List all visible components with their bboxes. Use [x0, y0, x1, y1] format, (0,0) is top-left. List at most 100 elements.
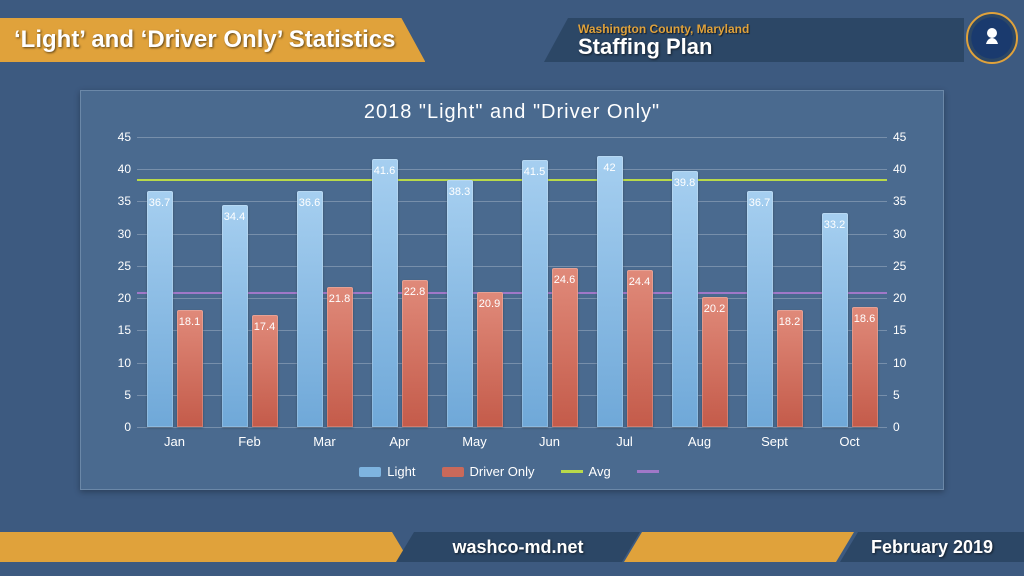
bar-light: 36.7: [747, 191, 773, 428]
x-axis-label: Jun: [512, 434, 587, 449]
y-axis-label-right: 25: [893, 259, 919, 273]
bar-light-value: 39.8: [672, 177, 698, 189]
y-axis-label-right: 40: [893, 162, 919, 176]
bar-light: 33.2: [822, 213, 848, 427]
legend-line-avg: [561, 470, 583, 473]
legend-label-driver: Driver Only: [470, 464, 535, 479]
bar-light-value: 33.2: [822, 219, 848, 231]
header-main-title: Staffing Plan: [578, 36, 944, 58]
bar-group: 38.320.9May: [437, 137, 512, 427]
legend-label-light: Light: [387, 464, 415, 479]
y-axis-label-right: 20: [893, 291, 919, 305]
bar-driver-value: 24.4: [627, 276, 653, 288]
county-seal-icon: [966, 12, 1018, 64]
bar-light: 36.7: [147, 191, 173, 428]
x-axis-label: Aug: [662, 434, 737, 449]
bar-light: 42: [597, 156, 623, 427]
footer-date: February 2019: [871, 537, 993, 558]
header-left-title: ‘Light’ and ‘Driver Only’ Statistics: [14, 26, 395, 54]
footer-url-bar: washco-md.net: [396, 532, 640, 562]
y-axis-label-left: 40: [105, 162, 131, 176]
bar-light-value: 38.3: [447, 186, 473, 198]
bar-light-value: 36.6: [297, 197, 323, 209]
footer-date-bar: February 2019: [840, 532, 1024, 562]
x-axis-label: Apr: [362, 434, 437, 449]
y-axis-label-right: 15: [893, 323, 919, 337]
footer-url: washco-md.net: [452, 537, 583, 558]
bar-driver-value: 18.6: [852, 313, 878, 325]
legend-item-driver: Driver Only: [442, 464, 535, 479]
bar-group: 41.524.6Jun: [512, 137, 587, 427]
y-axis-label-right: 10: [893, 356, 919, 370]
bar-light: 38.3: [447, 180, 473, 427]
y-axis-label-right: 30: [893, 227, 919, 241]
bar-driver-value: 18.1: [177, 316, 203, 328]
bar-light: 36.6: [297, 191, 323, 427]
chart-plot-area: 00551010151520202525303035354040454536.7…: [137, 137, 887, 427]
chart-legend: Light Driver Only Avg: [81, 464, 943, 479]
y-axis-label-left: 15: [105, 323, 131, 337]
bar-driver-value: 22.8: [402, 286, 428, 298]
bar-light-value: 34.4: [222, 211, 248, 223]
bar-group: 34.417.4Feb: [212, 137, 287, 427]
footer-gold-bar-right: [624, 532, 854, 562]
bar-light-value: 36.7: [147, 197, 173, 209]
bar-groups: 36.718.1Jan34.417.4Feb36.621.8Mar41.622.…: [137, 137, 887, 427]
y-axis-label-left: 5: [105, 388, 131, 402]
bar-driver: 20.2: [702, 297, 728, 427]
legend-item-avg2: [637, 464, 665, 479]
y-axis-label-left: 25: [105, 259, 131, 273]
legend-label-avg: Avg: [589, 464, 611, 479]
legend-item-light: Light: [359, 464, 415, 479]
bar-light-value: 41.5: [522, 166, 548, 178]
x-axis-label: Jan: [137, 434, 212, 449]
bar-light-value: 36.7: [747, 197, 773, 209]
bar-driver-value: 21.8: [327, 293, 353, 305]
y-axis-label-left: 45: [105, 130, 131, 144]
y-axis-label-right: 5: [893, 388, 919, 402]
bar-driver: 24.4: [627, 270, 653, 427]
bar-driver-value: 24.6: [552, 274, 578, 286]
bar-driver: 21.8: [327, 287, 353, 427]
bar-group: 41.622.8Apr: [362, 137, 437, 427]
legend-line-avg2: [637, 470, 659, 473]
chart-panel: 2018 "Light" and "Driver Only" 005510101…: [80, 90, 944, 490]
gridline: [137, 427, 887, 428]
legend-item-avg: Avg: [561, 464, 611, 479]
legend-swatch-light: [359, 467, 381, 477]
x-axis-label: Oct: [812, 434, 887, 449]
bar-driver-value: 17.4: [252, 321, 278, 333]
header-left-banner: ‘Light’ and ‘Driver Only’ Statistics: [0, 18, 425, 62]
bar-light: 39.8: [672, 171, 698, 427]
bar-light-value: 42: [597, 162, 623, 174]
bar-driver: 20.9: [477, 292, 503, 427]
header-right-banner: Washington County, Maryland Staffing Pla…: [544, 18, 964, 62]
bar-light: 41.6: [372, 159, 398, 427]
y-axis-label-left: 35: [105, 194, 131, 208]
bar-group: 36.718.2Sept: [737, 137, 812, 427]
y-axis-label-right: 45: [893, 130, 919, 144]
x-axis-label: May: [437, 434, 512, 449]
bar-driver-value: 18.2: [777, 316, 803, 328]
y-axis-label-left: 0: [105, 420, 131, 434]
bar-driver: 18.2: [777, 310, 803, 427]
x-axis-label: Jul: [587, 434, 662, 449]
y-axis-label-right: 0: [893, 420, 919, 434]
bar-driver: 22.8: [402, 280, 428, 427]
bar-driver: 18.1: [177, 310, 203, 427]
y-axis-label-left: 10: [105, 356, 131, 370]
bar-driver: 17.4: [252, 315, 278, 427]
bar-driver-value: 20.2: [702, 303, 728, 315]
bar-driver: 24.6: [552, 268, 578, 427]
chart-title: 2018 "Light" and "Driver Only": [81, 101, 943, 124]
bar-group: 39.820.2Aug: [662, 137, 737, 427]
x-axis-label: Sept: [737, 434, 812, 449]
bar-group: 36.621.8Mar: [287, 137, 362, 427]
x-axis-label: Feb: [212, 434, 287, 449]
bar-driver: 18.6: [852, 307, 878, 427]
x-axis-label: Mar: [287, 434, 362, 449]
footer-gold-bar-left: [0, 532, 410, 562]
bar-group: 36.718.1Jan: [137, 137, 212, 427]
bar-light: 41.5: [522, 160, 548, 427]
y-axis-label-right: 35: [893, 194, 919, 208]
